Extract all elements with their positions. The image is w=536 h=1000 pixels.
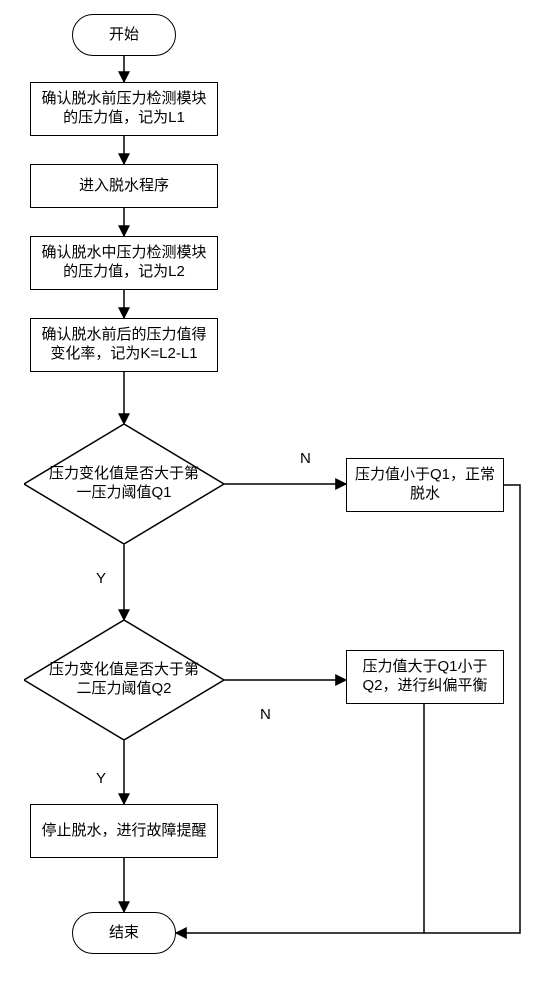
decision-d2: 压力变化值是否大于第二压力阈值Q2: [24, 620, 224, 740]
process-p1: 确认脱水前压力检测模块的压力值，记为L1: [30, 82, 218, 136]
terminator-end: 结束: [72, 912, 176, 954]
process-p3: 确认脱水中压力检测模块的压力值，记为L2: [30, 236, 218, 290]
edge-label: Y: [96, 570, 106, 587]
edge-label: Y: [96, 770, 106, 787]
decision-label: 压力变化值是否大于第一压力阈值Q1: [24, 424, 224, 544]
process-r1: 压力值小于Q1，正常脱水: [346, 458, 504, 512]
process-p5: 停止脱水，进行故障提醒: [30, 804, 218, 858]
edge-r1-end: [176, 485, 520, 933]
flowchart-canvas: 开始确认脱水前压力检测模块的压力值，记为L1 进入脱水程序确认脱水中压力检测模块的…: [0, 0, 536, 1000]
decision-label: 压力变化值是否大于第二压力阈值Q2: [24, 620, 224, 740]
edge-label: N: [260, 706, 271, 723]
edge-label: N: [300, 450, 311, 467]
process-p2: 进入脱水程序: [30, 164, 218, 208]
process-p4: 确认脱水前后的压力值得变化率，记为K=L2-L1: [30, 318, 218, 372]
process-r2: 压力值大于Q1小于Q2，进行纠偏平衡: [346, 650, 504, 704]
terminator-start: 开始: [72, 14, 176, 56]
decision-d1: 压力变化值是否大于第一压力阈值Q1: [24, 424, 224, 544]
